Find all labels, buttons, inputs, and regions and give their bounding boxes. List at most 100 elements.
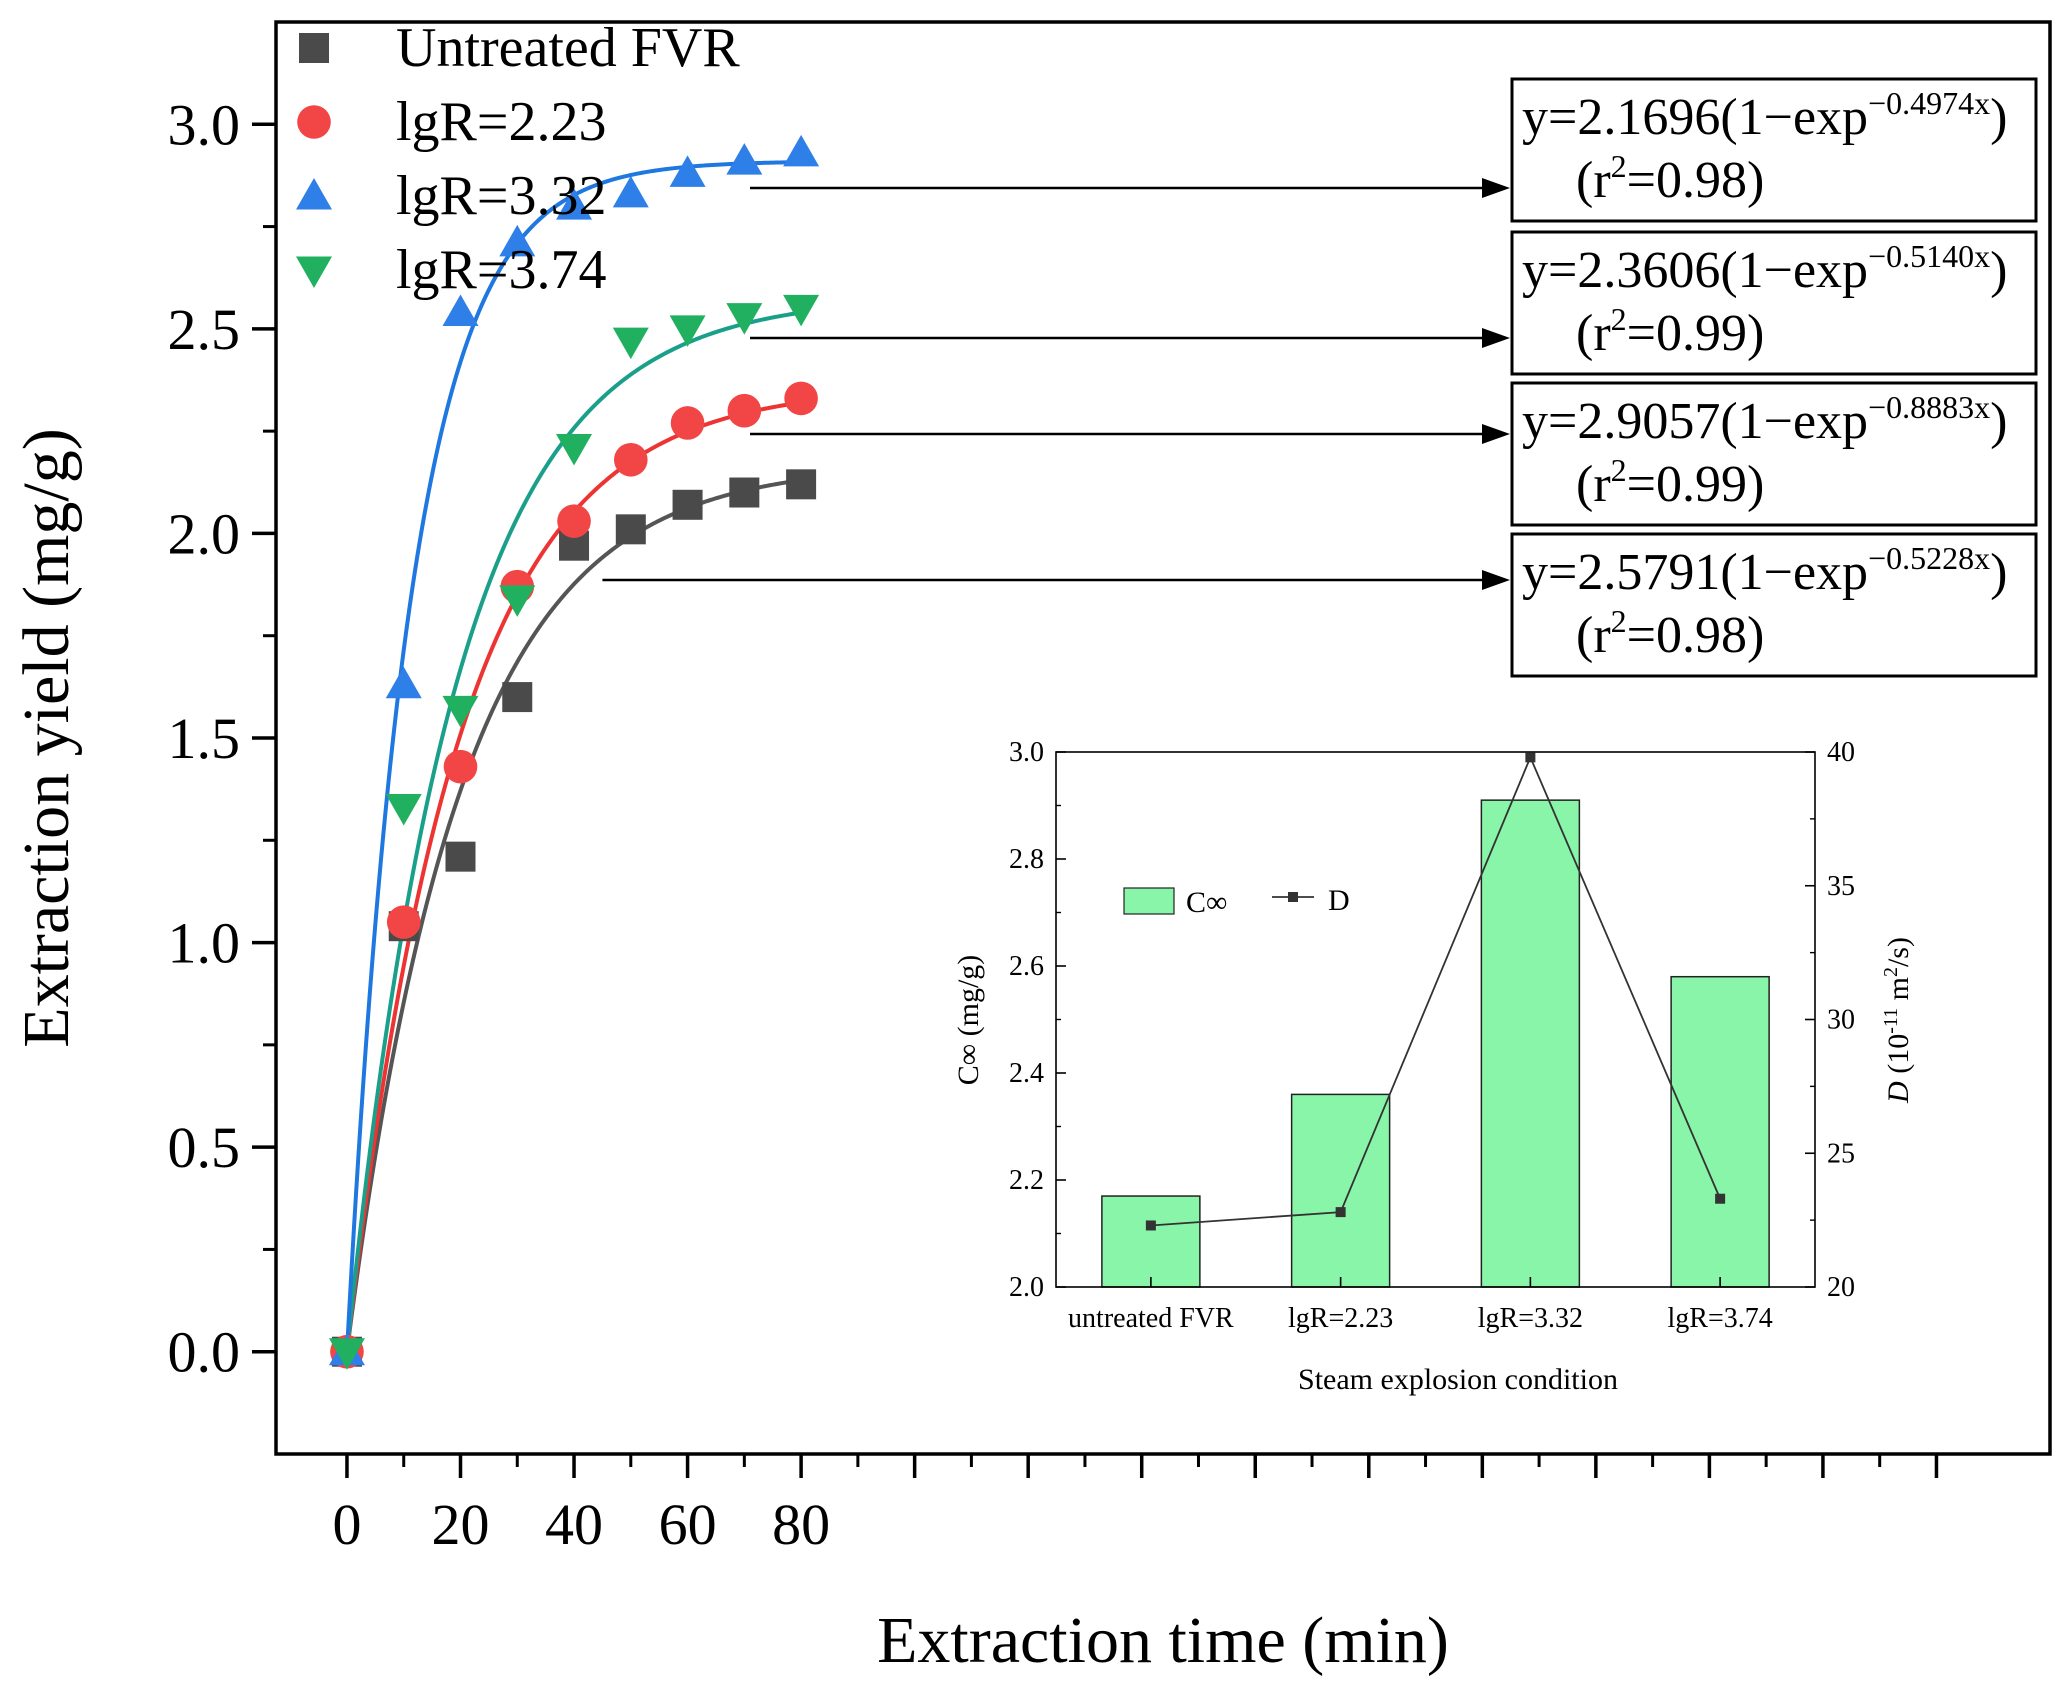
- inset-y-tick-label: 3.0: [1009, 737, 1044, 768]
- inset-legend-bar-swatch: [1123, 887, 1175, 915]
- data-point-series-4: [612, 327, 649, 360]
- annotation-arrow-head-3: [1482, 424, 1510, 444]
- r-squared-value: =0.98): [1627, 607, 1765, 664]
- inset-legend-label-d: D: [1328, 884, 1350, 917]
- main-x-tick-label: 40: [545, 1492, 603, 1557]
- inset-d-point-2: [1335, 1207, 1346, 1218]
- main-x-tick-label: 80: [772, 1492, 830, 1557]
- legend-label-3: lgR=3.32: [396, 165, 607, 227]
- equation-close: ): [1990, 544, 2007, 601]
- equation-box-4: [1510, 532, 2038, 678]
- inset-d-line-path: [1150, 755, 1721, 1227]
- inset-right-y-tick-label: 35: [1827, 871, 1855, 902]
- main-plot: 0.0 0.5 1.0 1.5 2.0 2.5 3.0 0 20 40 60 80 Extracti…: [10, 17, 2052, 1677]
- legend-marker-2: [297, 105, 331, 139]
- main-y-tick-label: 3.0: [168, 92, 241, 157]
- data-point-series-3: [726, 143, 763, 175]
- inset-bar-3: [1480, 799, 1581, 1288]
- inset-right-y-tick-label: 20: [1827, 1272, 1855, 1303]
- inset-right-y-title-exp1: -11: [1880, 1008, 1902, 1034]
- annotation-arrow-head-4: [1482, 570, 1510, 590]
- inset-left-axis: 2.0 2.2 2.4 2.6 2.8 3.0: [1009, 737, 1066, 1303]
- data-point-series-3: [556, 188, 593, 220]
- r-squared-exponent: 2: [1611, 301, 1627, 337]
- inset-right-y-title-part3: /s): [1882, 937, 1915, 967]
- inset-x-tick-label: lgR=3.32: [1478, 1303, 1583, 1334]
- equation-exponent: −0.8883x: [1868, 389, 1990, 425]
- inset-y-axis-title: C∞ (mg/g): [952, 955, 985, 1086]
- annotation-arrow-head-1: [1482, 178, 1510, 198]
- r-squared-value: =0.99): [1627, 305, 1765, 362]
- main-y-tick-label: 0.5: [168, 1115, 241, 1180]
- main-x-tick-label: 20: [431, 1492, 489, 1557]
- main-x-axis: 0 20 40 60 80: [332, 1454, 1939, 1557]
- inset-right-y-title-d: D: [1882, 1081, 1915, 1104]
- equation-exponent: −0.5228x: [1868, 540, 1990, 576]
- r-squared-exponent: 2: [1611, 148, 1627, 184]
- data-point-series-4: [556, 434, 593, 466]
- inset-bar-1: [1101, 1195, 1201, 1288]
- inset-right-y-title-exp2: 2: [1880, 967, 1902, 977]
- main-y-tick-label: 2.0: [168, 501, 241, 566]
- data-point-series-4: [385, 794, 422, 826]
- equation-body: y=2.9057(1−exp: [1522, 393, 1868, 450]
- inset-y-tick-label: 2.6: [1009, 951, 1044, 982]
- data-point-series-4: [442, 695, 479, 728]
- fit-curve-1: [344, 478, 802, 1352]
- main-y-tick-label: 1.5: [168, 706, 241, 771]
- inset-x-tick-label: lgR=3.74: [1668, 1303, 1773, 1334]
- inset-d-line: [1145, 752, 1726, 1231]
- r-squared-prefix: (r: [1576, 305, 1611, 362]
- data-point-series-3: [783, 134, 820, 167]
- legend-marker-4: [296, 256, 332, 288]
- r-squared-text-2: (r2=0.99): [1576, 301, 1764, 362]
- data-point-series-1: [672, 489, 703, 520]
- data-point-series-2: [727, 393, 762, 428]
- inset-right-y-title-part1: (10: [1882, 1034, 1915, 1082]
- main-x-tick-label: 0: [332, 1492, 361, 1557]
- data-point-series-1: [502, 682, 533, 713]
- data-point-series-1: [445, 841, 476, 872]
- inset-d-point-1: [1145, 1220, 1156, 1231]
- legend-label-2: lgR=2.23: [396, 91, 607, 153]
- inset-right-y-axis-title: D (10-11 m2/s): [1880, 937, 1915, 1104]
- inset-x-tick-label: lgR=2.23: [1288, 1303, 1393, 1334]
- inset-y-tick-label: 2.8: [1009, 844, 1044, 875]
- legend-label-4: lgR=3.74: [396, 239, 607, 301]
- r-squared-prefix: (r: [1576, 456, 1611, 513]
- inset-right-axis: 20 25 30 35 40: [1805, 737, 1855, 1303]
- equation-body: y=2.1696(1−exp: [1522, 89, 1868, 146]
- equation-body: y=2.3606(1−exp: [1522, 242, 1868, 299]
- legend-marker-3: [296, 178, 332, 210]
- equation-body: y=2.5791(1−exp: [1522, 544, 1868, 601]
- inset-x-axis: untreated FVR lgR=2.23 lgR=3.32 lgR=3.74: [1068, 1277, 1773, 1334]
- inset-x-tick-label: untreated FVR: [1068, 1303, 1234, 1334]
- inset-right-y-tick-label: 30: [1827, 1005, 1855, 1036]
- equation-annotations: y=2.1696(1−exp−0.4974x)(r2=0.98)y=2.3606…: [602, 77, 2038, 678]
- r-squared-value: =0.99): [1627, 456, 1765, 513]
- data-point-series-4: [328, 1338, 365, 1370]
- r-squared-exponent: 2: [1611, 452, 1627, 488]
- data-point-series-2: [443, 749, 478, 784]
- annotation-arrow-head-2: [1482, 328, 1510, 348]
- data-point-series-2: [557, 504, 591, 538]
- equation-box-2: [1510, 230, 2038, 376]
- fit-curve-4: [344, 310, 802, 1352]
- equation-text-3: y=2.9057(1−exp−0.8883x): [1522, 389, 2007, 450]
- data-point-series-4: [726, 303, 763, 335]
- r-squared-value: =0.98): [1627, 152, 1765, 209]
- data-points: [328, 134, 820, 1370]
- r-squared-text-1: (r2=0.98): [1576, 148, 1764, 209]
- main-y-axis: 0.0 0.5 1.0 1.5 2.0 2.5 3.0: [168, 92, 276, 1385]
- inset-d-point-4: [1715, 1193, 1726, 1204]
- data-point-series-1: [729, 477, 760, 508]
- r-squared-prefix: (r: [1576, 152, 1611, 209]
- inset-legend-point-swatch: [1288, 892, 1298, 902]
- data-point-series-3: [612, 175, 649, 208]
- inset-right-y-title-part2: m: [1882, 977, 1915, 1008]
- inset-bar-4: [1670, 975, 1770, 1288]
- inset-bars: [1101, 799, 1770, 1288]
- equation-text-2: y=2.3606(1−exp−0.5140x): [1522, 238, 2007, 299]
- main-y-tick-label: 2.5: [168, 297, 241, 362]
